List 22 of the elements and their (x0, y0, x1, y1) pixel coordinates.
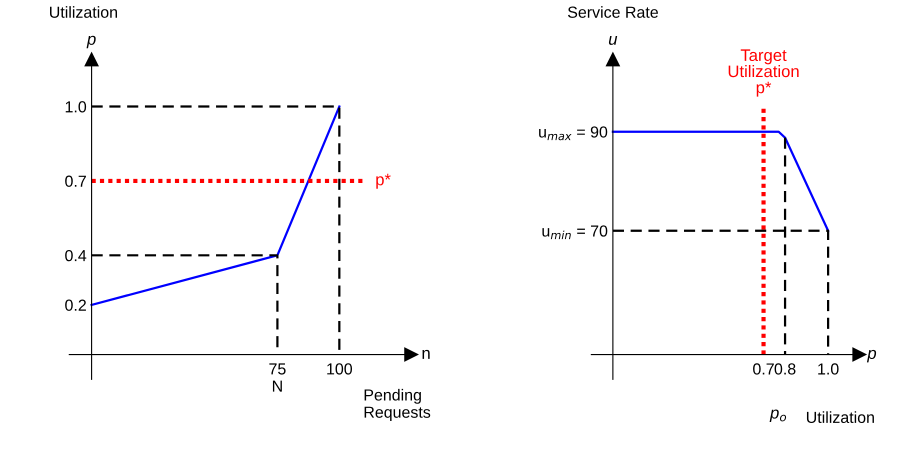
x-tick-label: 0.7 (753, 363, 774, 375)
x-tick-label: 0.8 (774, 363, 796, 375)
x-tick-label: 1.0 (818, 363, 839, 375)
y-tick-label: u$_{min}$ = 70 (542, 225, 608, 240)
y-tick-label: u$_{max}$ = 90 (539, 126, 608, 140)
x-axis-title: Utilization (806, 411, 874, 424)
text: n (422, 350, 430, 359)
x-axis-title: Pending Requests (364, 388, 430, 421)
text: u (608, 36, 618, 45)
x-tick-label: 100 (327, 363, 352, 375)
text: p$_{o}$ (770, 410, 786, 422)
y-tick-label: 0.4 (65, 250, 86, 262)
text: p (866, 350, 876, 362)
y-tick-label: 1.0 (66, 101, 86, 112)
x-tick-label: 75 N (269, 363, 286, 392)
y-axis-title: Service Rate (568, 6, 658, 18)
annotation: Target Utilization p* (728, 49, 799, 97)
y-axis-title: Utilization (50, 6, 117, 18)
y-tick-label: 0.2 (65, 300, 86, 311)
annotation: p* (376, 174, 391, 189)
text: p (86, 36, 96, 48)
y-tick-label: 0.7 (65, 176, 86, 187)
